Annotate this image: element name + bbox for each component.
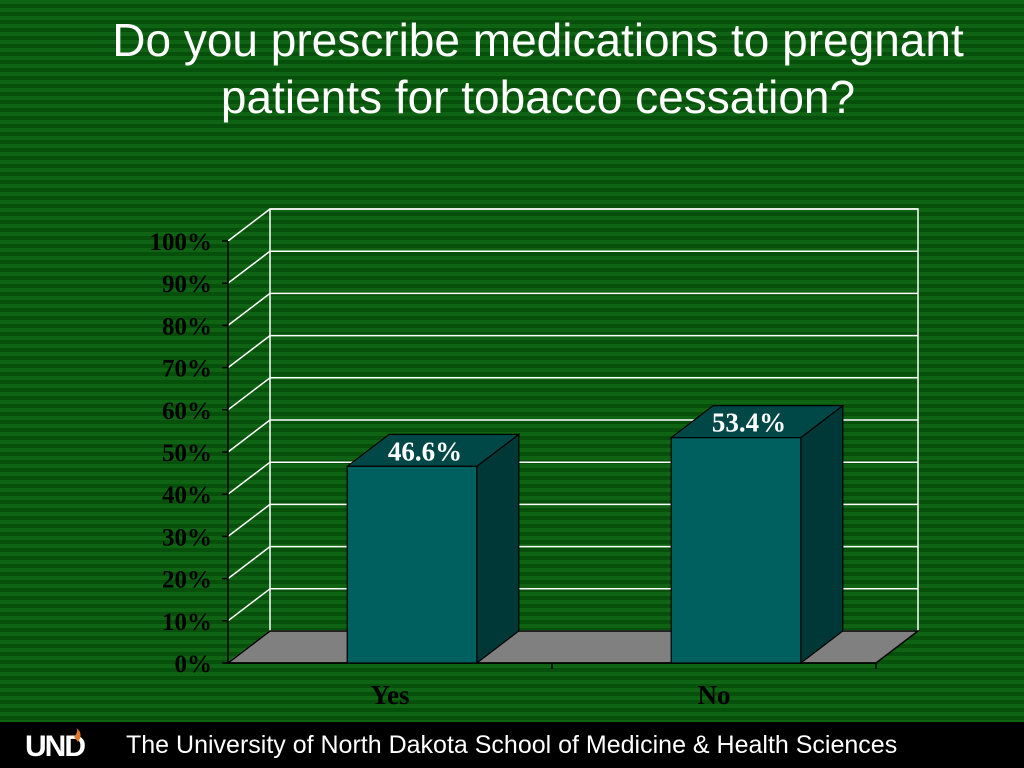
side-gridline <box>227 419 271 453</box>
side-gridline <box>227 377 271 411</box>
bar-side <box>800 404 844 665</box>
y-tick-label: 100% <box>150 229 213 256</box>
y-tick-label: 90% <box>162 271 212 298</box>
y-tick-label: 80% <box>162 313 212 340</box>
side-gridline <box>227 250 271 284</box>
y-tick-label: 60% <box>162 398 212 425</box>
y-tick-label: 10% <box>162 609 212 636</box>
x-tick-label: Yes <box>371 680 410 710</box>
bar-side <box>476 433 520 665</box>
data-label: 53.4% <box>712 408 786 438</box>
bar <box>346 465 478 664</box>
data-label: 46.6% <box>388 436 462 466</box>
y-tick-label: 40% <box>162 482 212 509</box>
y-tick-label: 70% <box>162 356 212 383</box>
y-tick-label: 30% <box>162 524 212 551</box>
institution-name: The University of North Dakota School of… <box>126 731 898 759</box>
y-tick-label: 20% <box>162 567 212 594</box>
flame-icon <box>74 728 81 742</box>
side-gridline <box>227 208 271 242</box>
bar <box>670 437 802 664</box>
side-gridline <box>227 461 271 495</box>
side-gridline <box>227 335 271 369</box>
slide-title: Do you prescribe medications to pregnant… <box>112 14 964 123</box>
side-gridline <box>227 292 271 326</box>
y-tick-label: 50% <box>162 440 212 467</box>
side-gridline <box>227 503 271 537</box>
und-logo: UND <box>25 728 87 762</box>
x-tick-label: No <box>698 680 731 710</box>
y-tick-label: 0% <box>175 651 213 678</box>
side-gridline <box>227 588 271 622</box>
footer-bar: UND The University of North Dakota Schoo… <box>0 722 1024 768</box>
bar-chart: 0% 10% 20% 30% 40% 50% 60% 70% 80% 90% 100% 46.6% Ye… <box>150 208 921 710</box>
side-gridline <box>227 546 271 580</box>
